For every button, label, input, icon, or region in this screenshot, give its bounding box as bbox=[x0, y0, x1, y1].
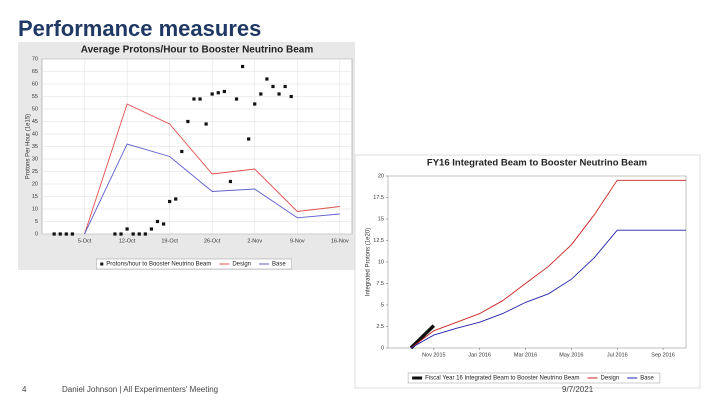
legend: Protons/hour to Booster Neutrino Beam Des… bbox=[100, 262, 286, 268]
legend: Fiscal Year 16 Integrated Beam to Booste… bbox=[412, 376, 655, 382]
legend-label: Design bbox=[601, 376, 620, 382]
data-point bbox=[210, 92, 214, 96]
y-tick-label: 0 bbox=[381, 345, 384, 351]
data-point bbox=[216, 91, 220, 95]
data-point bbox=[234, 97, 239, 101]
y-tick-label: 7.5 bbox=[376, 281, 384, 287]
y-tick-label: 17.5 bbox=[373, 195, 384, 201]
y-tick-label: 65 bbox=[32, 69, 38, 75]
y-tick-label: 20 bbox=[32, 181, 38, 187]
x-tick-label: 19-Oct bbox=[161, 238, 178, 244]
page-number: 4 bbox=[22, 385, 27, 394]
data-point bbox=[180, 149, 184, 154]
data-point bbox=[125, 227, 129, 231]
data-point bbox=[222, 89, 226, 94]
data-point bbox=[143, 232, 147, 236]
data-line bbox=[410, 229, 686, 349]
y-tick-label: 10 bbox=[32, 206, 38, 212]
data-point bbox=[161, 222, 166, 226]
data-point bbox=[265, 77, 269, 81]
x-tick-label: 2-Nov bbox=[247, 238, 262, 244]
data-point bbox=[289, 94, 293, 99]
chart-title: FY16 Integrated Beam to Booster Neutrino… bbox=[427, 158, 647, 169]
data-line bbox=[84, 143, 340, 235]
data-point bbox=[155, 219, 160, 224]
data-point bbox=[271, 84, 275, 89]
x-tick-label: 12-Oct bbox=[119, 238, 136, 244]
legend-label: Base bbox=[272, 262, 286, 268]
legend-box bbox=[407, 372, 661, 384]
data-point bbox=[253, 102, 257, 106]
y-tick-label: 30 bbox=[32, 156, 38, 162]
data-point bbox=[247, 137, 251, 141]
y-tick-label: 60 bbox=[32, 81, 38, 87]
data-point bbox=[283, 84, 287, 89]
y-tick-label: 70 bbox=[32, 56, 38, 62]
legend-label: Protons/hour to Booster Neutrino Beam bbox=[106, 262, 211, 268]
data-point bbox=[168, 199, 172, 204]
y-tick-label: 45 bbox=[32, 119, 38, 125]
data-point bbox=[192, 97, 196, 101]
data-point bbox=[186, 119, 190, 124]
y-tick-label: 50 bbox=[32, 106, 38, 112]
x-tick-label: Sep 2016 bbox=[651, 352, 675, 358]
x-tick-label: 5-Oct bbox=[78, 238, 92, 244]
data-line bbox=[410, 179, 686, 349]
data-point bbox=[198, 97, 202, 101]
data-line bbox=[409, 324, 436, 350]
data-point bbox=[113, 232, 117, 236]
data-point bbox=[119, 232, 123, 236]
slide-title: Performance measures bbox=[18, 16, 261, 41]
data-line bbox=[84, 103, 340, 235]
y-axis-label: Integrated Protons (1e20) bbox=[366, 228, 372, 296]
legend-box bbox=[96, 258, 292, 270]
plot-area bbox=[387, 175, 687, 349]
legend-label: Design bbox=[232, 262, 251, 268]
legend-swatch bbox=[100, 262, 104, 266]
x-tick-label: 26-Oct bbox=[204, 238, 221, 244]
data-point bbox=[174, 197, 178, 201]
x-tick-label: Nov 2015 bbox=[422, 352, 446, 358]
x-tick-label: 9-Nov bbox=[290, 238, 305, 244]
y-axis-label: Protons Per Hour (1e15) bbox=[26, 114, 32, 179]
x-tick-label: Mar 2016 bbox=[514, 352, 537, 358]
y-tick-label: 5 bbox=[381, 302, 384, 308]
y-tick-label: 35 bbox=[32, 144, 38, 150]
footer: Daniel Johnson | All Experimenters' Meet… bbox=[62, 385, 218, 394]
x-tick-label: 16-Nov bbox=[331, 238, 349, 244]
data-point bbox=[149, 227, 154, 231]
slide-date: 9/7/2021 bbox=[562, 385, 594, 394]
y-tick-label: 12.5 bbox=[373, 238, 384, 244]
x-tick-label: May 2016 bbox=[559, 352, 583, 358]
y-tick-label: 2.5 bbox=[376, 324, 384, 330]
data-point bbox=[228, 179, 233, 184]
data-point bbox=[70, 232, 74, 236]
data-point bbox=[204, 122, 208, 126]
y-tick-label: 20 bbox=[378, 173, 384, 179]
data-point bbox=[58, 232, 62, 236]
data-point bbox=[52, 232, 56, 236]
y-tick-label: 10 bbox=[378, 259, 384, 265]
data-point bbox=[259, 92, 263, 96]
y-tick-label: 55 bbox=[32, 94, 38, 100]
data-point bbox=[64, 232, 68, 236]
legend-label: Base bbox=[640, 376, 654, 382]
chart-title: Average Protons/Hour to Booster Neutrino… bbox=[81, 45, 314, 56]
y-tick-label: 0 bbox=[35, 231, 38, 237]
legend-label: Fiscal Year 16 Integrated Beam to Booste… bbox=[425, 376, 579, 382]
x-tick-label: Jul 2016 bbox=[607, 352, 628, 358]
y-tick-label: 40 bbox=[32, 131, 38, 137]
data-point bbox=[137, 232, 141, 236]
y-tick-label: 5 bbox=[35, 219, 38, 225]
data-point bbox=[277, 92, 281, 96]
y-tick-label: 15 bbox=[378, 216, 384, 222]
data-point bbox=[240, 64, 245, 69]
y-tick-label: 25 bbox=[32, 169, 38, 175]
y-tick-label: 15 bbox=[32, 194, 38, 200]
x-tick-label: Jan 2016 bbox=[468, 352, 491, 358]
data-point bbox=[131, 232, 135, 236]
